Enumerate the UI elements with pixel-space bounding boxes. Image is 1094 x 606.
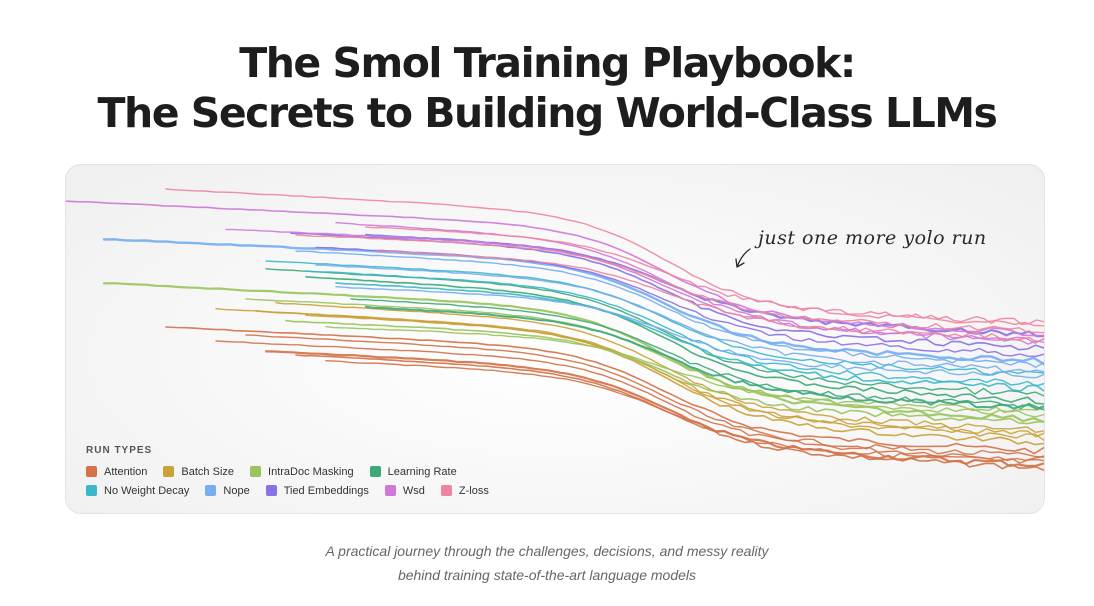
legend-label-attention: Attention bbox=[104, 465, 148, 478]
legend-item-nope: Nope bbox=[205, 484, 250, 497]
loss-curve-no-weight-decay bbox=[265, 260, 1044, 376]
loss-curve-nope bbox=[315, 264, 1044, 373]
legend-title: RUN TYPES bbox=[86, 445, 153, 456]
loss-curve-z-loss bbox=[295, 234, 1044, 334]
legend-item-no-weight-decay: No Weight Decay bbox=[86, 485, 189, 497]
loss-curve-z-loss bbox=[375, 250, 1044, 343]
loss-curve-learning-rate bbox=[365, 305, 1044, 410]
legend-swatch-batch-size bbox=[163, 466, 175, 477]
legend-swatch-wsd bbox=[384, 485, 396, 496]
loss-curve-nope bbox=[295, 250, 1044, 368]
title-line-2: The Secrets to Building World-Class LLMs bbox=[97, 89, 998, 137]
loss-curve-no-weight-decay bbox=[305, 270, 1044, 387]
legend-item-learning-rate: Learning Rate bbox=[369, 465, 457, 478]
legend-item-attention: Attention bbox=[86, 466, 147, 478]
loss-curve-attention bbox=[215, 340, 1044, 461]
loss-curve-attention bbox=[165, 326, 1044, 455]
title-line-1: The Smol Training Playbook: bbox=[239, 39, 856, 87]
legend-swatch-no-weight-decay bbox=[86, 485, 97, 496]
loss-curve-intradoc-masking bbox=[325, 325, 1044, 414]
loss-curve-batch-size bbox=[255, 310, 1044, 446]
legend-label-intradoc-masking: IntraDoc Masking bbox=[268, 465, 354, 478]
legend-label-nope: Nope bbox=[223, 484, 250, 497]
loss-curve-intradoc-masking bbox=[245, 298, 1044, 418]
legend-swatch-learning-rate bbox=[369, 466, 381, 477]
loss-curve-attention bbox=[245, 334, 1044, 458]
loss-curves-chart bbox=[66, 188, 1044, 472]
legend-swatch-attention bbox=[86, 466, 97, 477]
loss-curve-batch-size bbox=[305, 314, 1044, 438]
loss-curve-no-weight-decay bbox=[335, 282, 1044, 392]
legend-label-wsd: Wsd bbox=[402, 484, 425, 497]
loss-curve-attention bbox=[264, 350, 1044, 468]
page-subtitle: A practical journey through the challeng… bbox=[0, 539, 1094, 587]
page-title: The Smol Training Playbook: The Secrets … bbox=[0, 38, 1094, 138]
legend-item-wsd: Wsd bbox=[384, 484, 425, 497]
legend-item-batch-size: Batch Size bbox=[163, 466, 234, 478]
legend-swatch-intradoc-masking bbox=[250, 466, 262, 477]
loss-curve-nope bbox=[335, 286, 1044, 379]
loss-curve-z-loss bbox=[365, 226, 1044, 325]
loss-curve-learning-rate bbox=[305, 276, 1044, 405]
legend-item-intradoc-masking: IntraDoc Masking bbox=[250, 466, 354, 478]
legend-item-z-loss: Z-loss bbox=[440, 484, 489, 497]
loss-curve-intradoc-masking bbox=[285, 319, 1044, 425]
loss-curve-batch-size bbox=[275, 302, 1044, 433]
legend-row-2: No Weight Decay Nope Tied Embeddings Wsd… bbox=[86, 481, 505, 500]
legend-row-1: Attention Batch Size IntraDoc Masking Le… bbox=[86, 462, 505, 481]
loss-curve-wsd bbox=[225, 228, 1044, 344]
annotation-arrow-icon bbox=[735, 248, 751, 268]
legend-label-z-loss: Z-loss bbox=[458, 484, 489, 497]
subtitle-line-1: A practical journey through the challeng… bbox=[325, 543, 769, 559]
loss-curve-tied-embeddings bbox=[315, 246, 1044, 357]
loss-curve-intradoc-masking bbox=[102, 282, 1044, 424]
chart-annotation: just one more yolo run bbox=[758, 227, 987, 249]
loss-curve-wsd bbox=[66, 200, 1044, 337]
legend-label-batch-size: Batch Size bbox=[181, 465, 235, 478]
subtitle-line-2: behind training state-of-the-art languag… bbox=[397, 567, 697, 583]
legend-label-tied-embeddings: Tied Embeddings bbox=[283, 484, 369, 497]
legend-swatch-z-loss bbox=[440, 485, 452, 496]
loss-curve-attention bbox=[325, 360, 1044, 464]
legend-swatch-nope bbox=[205, 485, 217, 496]
legend-swatch-tied-embeddings bbox=[265, 485, 277, 496]
chart-legend: RUN TYPES Attention Batch Size IntraDoc … bbox=[86, 445, 505, 500]
legend-label-learning-rate: Learning Rate bbox=[387, 465, 457, 478]
legend-item-tied-embeddings: Tied Embeddings bbox=[265, 484, 369, 497]
chart-card: just one more yolo run RUN TYPES Attenti… bbox=[65, 164, 1045, 514]
loss-curve-nope bbox=[102, 238, 1044, 366]
legend-label-no-weight-decay: No Weight Decay bbox=[104, 484, 190, 497]
